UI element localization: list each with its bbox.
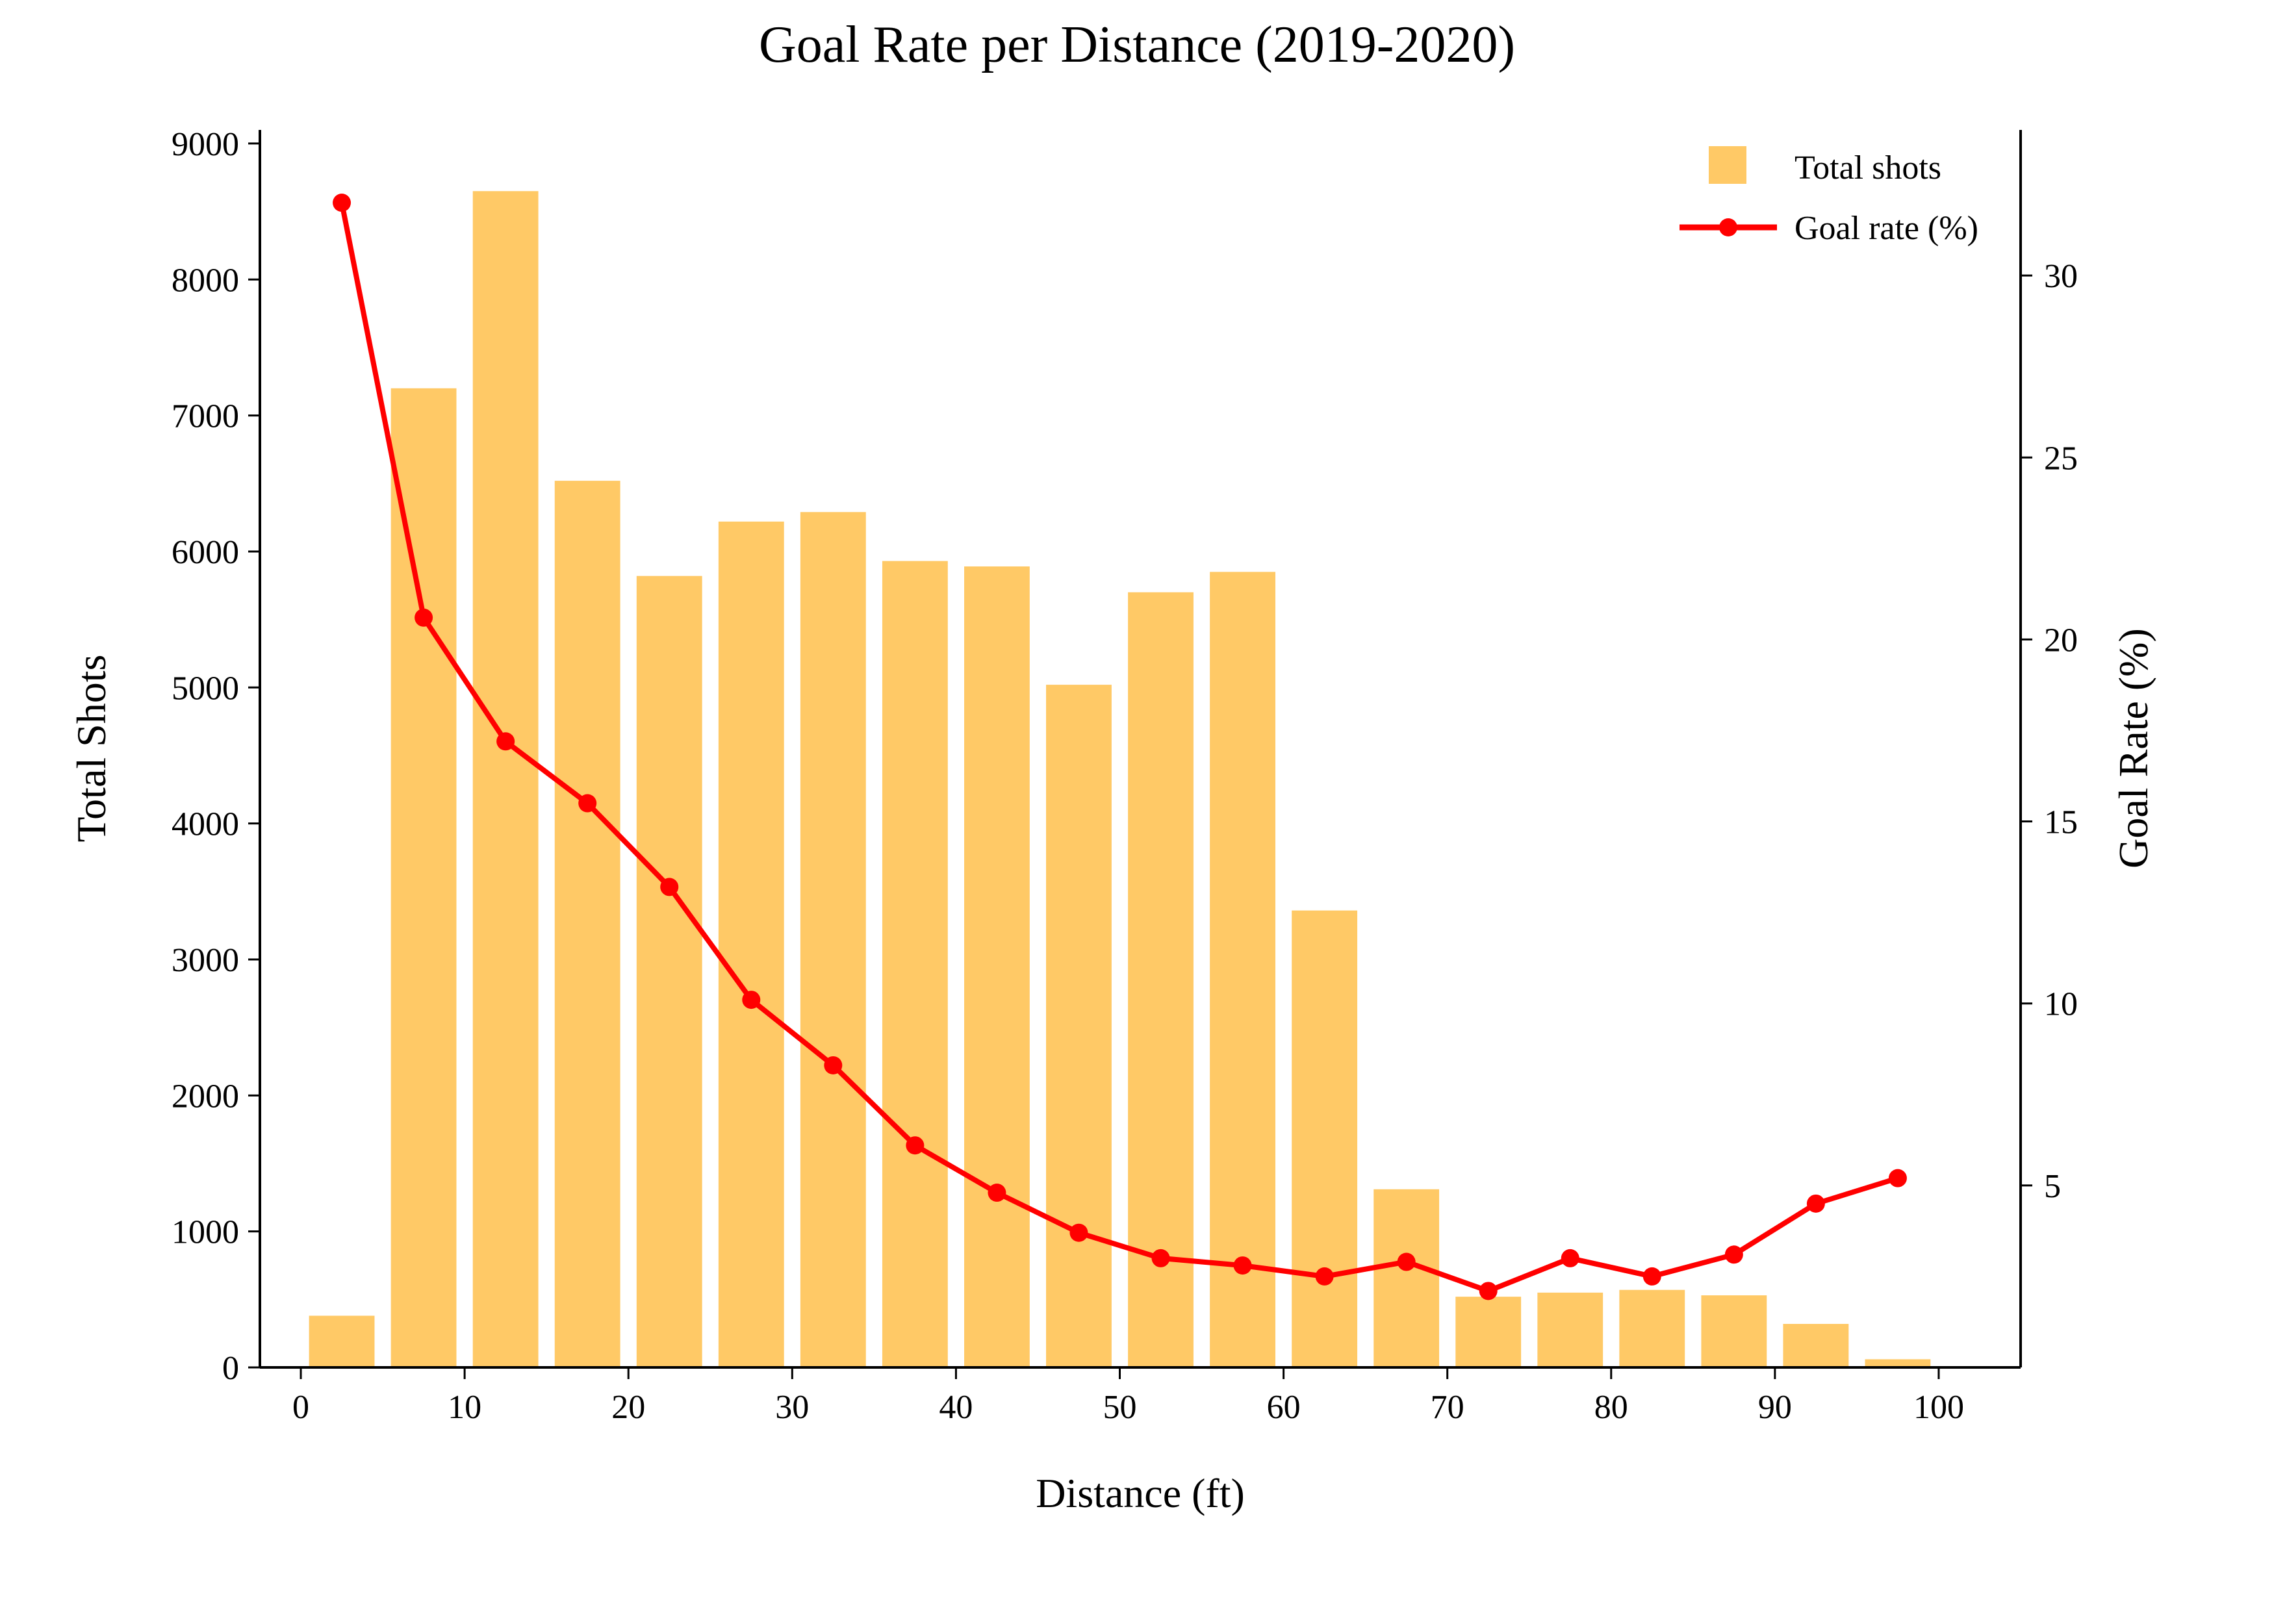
y-tick-label: 6000	[172, 534, 239, 571]
bar-total-shots	[964, 566, 1030, 1367]
y-tick-label: 5000	[172, 670, 239, 707]
x-tick-label: 60	[1267, 1389, 1301, 1426]
goal-rate-point	[988, 1184, 1006, 1202]
bar-total-shots	[1455, 1297, 1522, 1367]
x-tick-label: 40	[939, 1389, 973, 1426]
goal-rate-point	[1479, 1282, 1498, 1300]
bar-total-shots	[1537, 1292, 1603, 1367]
x-tick-label: 0	[292, 1389, 309, 1426]
y2-tick-label: 15	[2044, 804, 2078, 841]
goal-rate-point	[660, 878, 679, 896]
chart-title: Goal Rate per Distance (2019-2020)	[759, 16, 1515, 73]
bar-total-shots	[390, 388, 457, 1367]
goal-rate-point	[415, 608, 433, 627]
goal-rate-line	[339, 202, 1899, 1294]
x-tick-label: 80	[1594, 1389, 1628, 1426]
right-y-axis-ticks: 5 10 15 20 25 30	[2021, 258, 2078, 1205]
goal-rate-point	[1561, 1249, 1579, 1267]
bar-total-shots	[1046, 685, 1112, 1367]
goal-rate-point	[333, 194, 351, 212]
goal-rate-point	[1069, 1223, 1088, 1242]
goal-rate-point	[1806, 1194, 1825, 1213]
bar-total-shots	[882, 561, 948, 1367]
bar-total-shots	[1865, 1359, 1931, 1367]
legend: Total shots Goal rate (%)	[1680, 146, 1978, 247]
bar-total-shots	[800, 512, 866, 1367]
goal-rate-point	[824, 1056, 843, 1074]
goal-rate-point	[1724, 1245, 1743, 1264]
y-tick-label: 4000	[172, 806, 239, 843]
goal-rate-point	[1315, 1267, 1334, 1286]
x-tick-label: 50	[1103, 1389, 1136, 1426]
goal-rate-point	[906, 1136, 925, 1155]
bar-total-shots	[1292, 910, 1358, 1367]
legend-swatch-goal-rate-marker	[1719, 218, 1737, 236]
x-tick-label: 70	[1431, 1389, 1464, 1426]
legend-swatch-total-shots	[1709, 146, 1746, 184]
bar-total-shots	[1128, 592, 1194, 1367]
bar-total-shots	[1210, 572, 1275, 1367]
goal-rate-point	[1397, 1252, 1416, 1271]
bar-total-shots	[1701, 1295, 1767, 1367]
bars-group	[309, 191, 1931, 1367]
goal-rate-point	[1888, 1169, 1907, 1187]
goal-rate-point	[496, 732, 515, 751]
bar-total-shots	[554, 481, 620, 1367]
y2-tick-label: 25	[2044, 440, 2078, 477]
x-tick-label: 10	[448, 1389, 481, 1426]
y-tick-label: 1000	[172, 1214, 239, 1251]
y2-tick-label: 30	[2044, 258, 2078, 295]
y-tick-label: 8000	[172, 262, 239, 299]
y2-tick-label: 20	[2044, 622, 2078, 659]
goal-rate-line-group	[333, 194, 1907, 1300]
goal-rate-point	[1233, 1256, 1252, 1275]
y-tick-label: 3000	[172, 942, 239, 979]
left-y-axis-ticks: 0 1000 2000 3000 4000 5000 6000 7000 8000 9000	[172, 126, 260, 1387]
y-tick-label: 2000	[172, 1078, 239, 1115]
legend-label-goal-rate: Goal rate (%)	[1795, 210, 1978, 247]
y-tick-label: 0	[222, 1350, 239, 1387]
y-tick-label: 9000	[172, 126, 239, 163]
bar-total-shots	[1373, 1189, 1440, 1367]
x-axis-label: Distance (ft)	[1036, 1470, 1245, 1516]
goal-rate-point	[742, 991, 761, 1009]
y2-tick-label: 10	[2044, 986, 2078, 1023]
bar-total-shots	[718, 521, 784, 1367]
bar-total-shots	[309, 1315, 375, 1367]
x-tick-label: 100	[1913, 1389, 1964, 1426]
bar-total-shots	[636, 576, 702, 1367]
y-tick-label: 7000	[172, 398, 239, 435]
bar-total-shots	[472, 191, 539, 1367]
goal-rate-point	[1151, 1249, 1170, 1267]
y2-tick-label: 5	[2044, 1168, 2061, 1205]
right-y-axis-label: Goal Rate (%)	[2110, 628, 2156, 869]
x-tick-label: 20	[611, 1389, 645, 1426]
bar-total-shots	[1619, 1289, 1685, 1367]
goal-rate-point	[578, 794, 597, 813]
left-y-axis-label: Total Shots	[68, 655, 114, 843]
x-axis-ticks: 0 10 20 30 40 50 60 70 80 90 100	[292, 1367, 1964, 1426]
x-tick-label: 30	[775, 1389, 809, 1426]
x-tick-label: 90	[1758, 1389, 1792, 1426]
legend-label-total-shots: Total shots	[1795, 149, 1941, 186]
bar-total-shots	[1783, 1324, 1849, 1367]
goal-rate-point	[1642, 1267, 1661, 1286]
